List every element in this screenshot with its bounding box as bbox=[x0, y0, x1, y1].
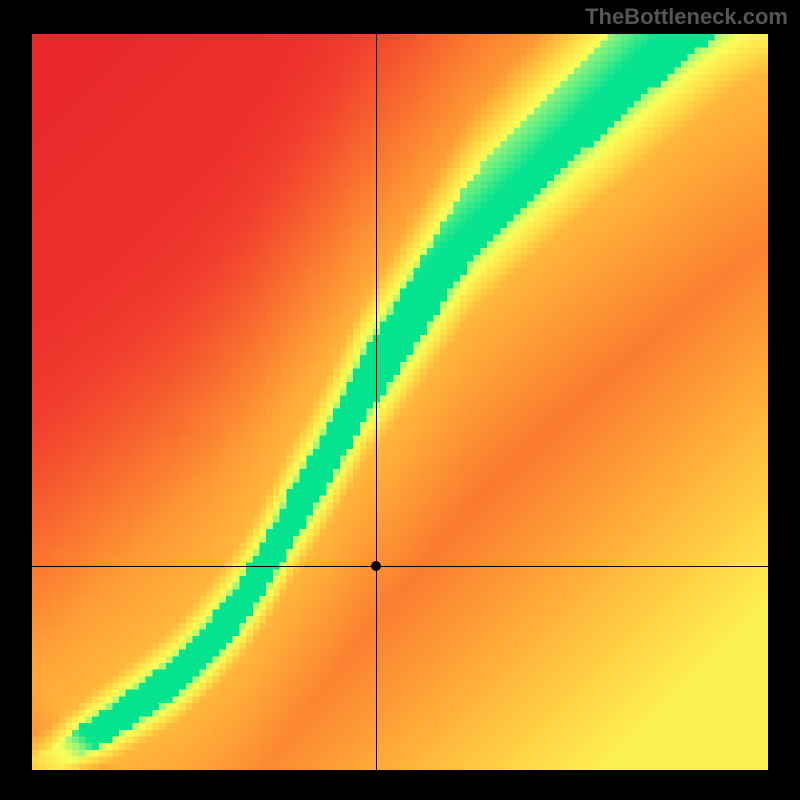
crosshair-vertical bbox=[376, 34, 377, 770]
heatmap-canvas bbox=[32, 34, 768, 770]
crosshair-horizontal bbox=[32, 566, 768, 567]
chart-frame: TheBottleneck.com bbox=[0, 0, 800, 800]
watermark-text: TheBottleneck.com bbox=[585, 4, 788, 30]
heatmap-plot bbox=[32, 34, 768, 770]
